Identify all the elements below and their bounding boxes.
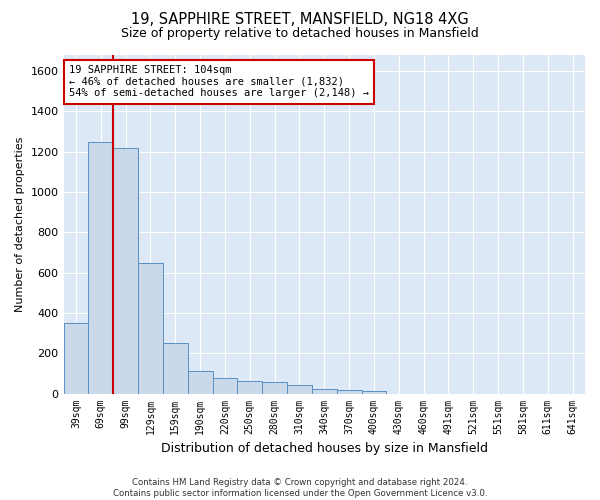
Bar [312, 388, 337, 394]
X-axis label: Distribution of detached houses by size in Mansfield: Distribution of detached houses by size … [161, 442, 488, 455]
Bar [287, 386, 312, 394]
Y-axis label: Number of detached properties: Number of detached properties [15, 136, 25, 312]
Text: 19 SAPPHIRE STREET: 104sqm
← 46% of detached houses are smaller (1,832)
54% of s: 19 SAPPHIRE STREET: 104sqm ← 46% of deta… [69, 65, 369, 98]
Bar [188, 372, 212, 394]
Bar [212, 378, 238, 394]
Bar [138, 262, 163, 394]
Bar [163, 343, 188, 394]
Bar [262, 382, 287, 394]
Text: Contains HM Land Registry data © Crown copyright and database right 2024.
Contai: Contains HM Land Registry data © Crown c… [113, 478, 487, 498]
Bar [238, 382, 262, 394]
Bar [113, 148, 138, 394]
Bar [64, 323, 88, 394]
Bar [88, 142, 113, 394]
Bar [337, 390, 362, 394]
Bar [362, 390, 386, 394]
Text: Size of property relative to detached houses in Mansfield: Size of property relative to detached ho… [121, 28, 479, 40]
Text: 19, SAPPHIRE STREET, MANSFIELD, NG18 4XG: 19, SAPPHIRE STREET, MANSFIELD, NG18 4XG [131, 12, 469, 28]
